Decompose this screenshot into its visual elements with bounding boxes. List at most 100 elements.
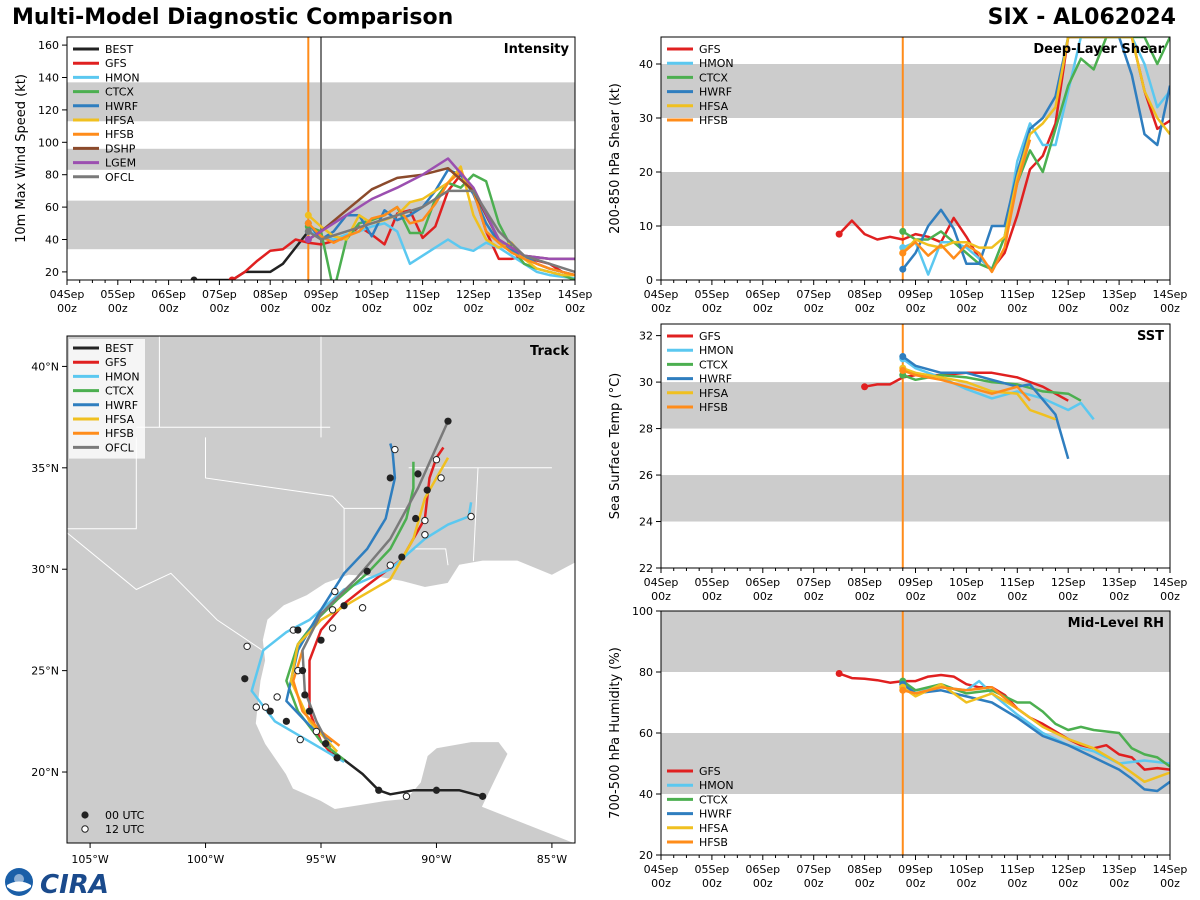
y-tick-label: 80 — [45, 169, 59, 182]
x-tick-sublabel: 00z — [514, 302, 534, 315]
series-start-marker-hfsb — [899, 686, 907, 694]
shaded-band — [661, 475, 1170, 522]
track-point-12utc — [243, 642, 251, 650]
x-tick-sublabel: 00z — [1058, 590, 1078, 603]
map-group — [67, 336, 575, 843]
marker-legend-12utc-label: 12 UTC — [105, 823, 145, 836]
legend-label-ctcx: CTCX — [699, 358, 728, 371]
legend-label-hmon: HMON — [699, 57, 734, 70]
x-tick-label: 13Sep — [1102, 288, 1137, 301]
x-tick-label: 10Sep — [354, 288, 389, 301]
x-tick-label: 06Sep — [745, 863, 780, 876]
track-point-12utc — [358, 604, 367, 612]
x-tick-label: 95°W — [306, 853, 336, 866]
series-line-hwrf — [902, 683, 1170, 793]
chart-panel-rh: 04Sep00z05Sep00z06Sep00z07Sep00z08Sep00z… — [608, 605, 1187, 890]
y-tick-label: 0 — [646, 274, 653, 287]
series-start-marker-ctcx — [899, 227, 907, 235]
x-tick-sublabel: 00z — [702, 590, 722, 603]
marker-legend-12utc-icon — [81, 825, 89, 833]
track-point-00utc — [298, 667, 307, 675]
series-line-ofcl — [307, 189, 575, 274]
x-tick-label: 14Sep — [1153, 288, 1188, 301]
x-tick-label: 13Sep — [507, 288, 542, 301]
x-tick-label: 11Sep — [405, 288, 440, 301]
x-tick-label: 12Sep — [1051, 863, 1086, 876]
legend-label-ctcx: CTCX — [699, 71, 728, 84]
x-tick-label: 06Sep — [151, 288, 186, 301]
x-tick-label: 07Sep — [202, 288, 237, 301]
x-tick-label: 05Sep — [695, 863, 730, 876]
land-mass — [67, 336, 575, 843]
x-tick-sublabel: 00z — [906, 302, 926, 315]
y-axis-label: 10m Max Wind Speed (kt) — [14, 74, 29, 243]
series-start-marker-hwrf — [899, 265, 907, 273]
x-tick-label: 08Sep — [847, 863, 882, 876]
x-tick-label: 09Sep — [898, 863, 933, 876]
x-tick-sublabel: 00z — [1160, 877, 1180, 890]
x-tick-sublabel: 00z — [1007, 302, 1027, 315]
x-tick-sublabel: 00z — [1058, 302, 1078, 315]
x-tick-label: 10Sep — [949, 288, 984, 301]
x-tick-label: 08Sep — [253, 288, 288, 301]
x-tick-label: 11Sep — [1000, 576, 1035, 589]
track-point-12utc — [331, 587, 339, 596]
border-line — [413, 548, 449, 566]
track-point-12utc — [437, 474, 445, 482]
x-tick-label: 14Sep — [1153, 863, 1188, 876]
border-line — [67, 437, 137, 530]
x-tick-label: 14Sep — [558, 288, 593, 301]
x-tick-sublabel: 00z — [957, 590, 977, 603]
y-tick-label: 35°N — [31, 462, 59, 475]
series-start-marker-gfs — [861, 383, 869, 391]
series-line-hfsa — [901, 37, 1170, 254]
x-tick-label: 04Sep — [50, 288, 85, 301]
legend-label-ofcl: OFCL — [105, 171, 135, 184]
x-tick-label: 04Sep — [644, 288, 679, 301]
x-tick-label: 07Sep — [796, 288, 831, 301]
x-tick-label: 13Sep — [1102, 576, 1137, 589]
marker-legend-00utc-icon — [81, 811, 89, 819]
x-tick-sublabel: 00z — [260, 302, 280, 315]
legend-label-hfsb: HFSB — [699, 114, 728, 127]
series-line-hfsb — [902, 686, 1019, 710]
shaded-band — [661, 733, 1170, 794]
x-tick-label: 100°W — [187, 853, 224, 866]
legend-label-hfsa: HFSA — [699, 100, 729, 113]
shaded-band — [661, 382, 1170, 429]
series-start-marker-hfsb — [899, 249, 907, 257]
x-tick-label: 11Sep — [1000, 288, 1035, 301]
track-point-12utc — [296, 735, 304, 744]
track-line-gfs — [308, 446, 445, 761]
x-tick-label: 12Sep — [1051, 576, 1086, 589]
x-tick-sublabel: 00z — [1160, 590, 1180, 603]
y-tick-label: 100 — [38, 136, 59, 149]
series-line-hmon — [902, 37, 1170, 276]
x-tick-label: 08Sep — [847, 576, 882, 589]
track-point-00utc — [479, 792, 487, 800]
x-tick-sublabel: 00z — [804, 590, 824, 603]
track-point-12utc — [402, 792, 411, 801]
border-line — [67, 532, 266, 653]
x-tick-label: 06Sep — [745, 576, 780, 589]
track-point-00utc — [333, 754, 341, 762]
legend-label-best: BEST — [105, 43, 133, 56]
x-tick-label: 85°W — [537, 853, 567, 866]
x-tick-label: 12Sep — [1051, 288, 1086, 301]
legend-label-gfs: GFS — [699, 330, 721, 343]
panel-title: Track — [530, 344, 569, 359]
legend-label-hfsb: HFSB — [699, 836, 728, 849]
track-point-00utc — [305, 707, 314, 715]
chart-panel-intensity: 04Sep00z05Sep00z06Sep00z07Sep00z08Sep00z… — [14, 36, 593, 315]
series-line-best — [194, 230, 310, 280]
x-tick-sublabel: 00z — [702, 877, 722, 890]
series-line-ctcx — [902, 373, 1082, 402]
x-tick-sublabel: 00z — [906, 877, 926, 890]
x-tick-label: 07Sep — [796, 576, 831, 589]
marker-legend-00utc-label: 00 UTC — [105, 809, 145, 822]
panel-title: SST — [1137, 329, 1164, 344]
x-tick-label: 06Sep — [745, 288, 780, 301]
legend-label-hfsb: HFSB — [699, 401, 728, 414]
y-tick-label: 40 — [45, 234, 59, 247]
y-tick-label: 30°N — [31, 563, 59, 576]
